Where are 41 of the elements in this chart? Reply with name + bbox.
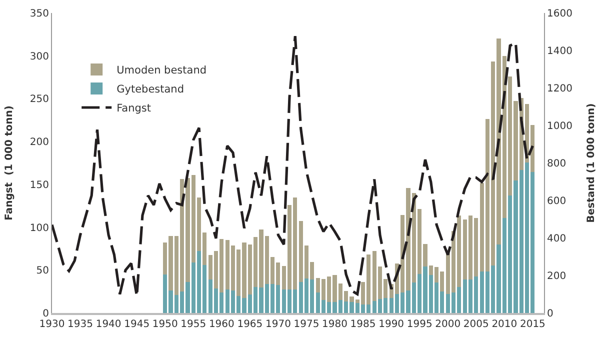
y2-axis-title: Bestand (1 000 tonn)	[586, 103, 597, 223]
line-series	[52, 34, 534, 298]
y-axis-title: Fangst (1 000 tonn)	[4, 106, 15, 220]
x-tick-label: 1990	[378, 319, 404, 330]
y2-tick-label: 0	[547, 308, 554, 320]
legend-label: Gytebestand	[116, 84, 184, 96]
x-tick-label: 1940	[96, 319, 122, 330]
x-tick-label: 1930	[39, 319, 65, 330]
y2-tick-label: 400	[547, 234, 566, 244]
x-tick-label: 2000	[435, 319, 461, 330]
legend-label: Umoden bestand	[116, 64, 207, 77]
x-tick-label: 1960	[208, 319, 234, 330]
x-tick-label: 1950	[152, 319, 178, 330]
y-tick-label: 50	[36, 266, 49, 277]
x-tick-label: 2005	[463, 319, 489, 330]
y2-tick-label: 1200	[547, 84, 572, 94]
y-tick-label: 350	[30, 8, 49, 20]
x-tick-label: 1975	[294, 319, 320, 330]
y2-tick-label: 1400	[547, 46, 572, 57]
legend-label: Fangst	[116, 102, 152, 115]
x-tick-label: 1970	[265, 319, 291, 330]
x-tick-label: 1965	[237, 319, 263, 330]
x-tick-label: 1945	[124, 319, 150, 330]
y2-tick-label: 600	[547, 196, 566, 207]
x-tick-label: 1955	[180, 319, 206, 330]
y2-tick-label: 800	[547, 158, 566, 170]
x-tick-label: 2010	[492, 319, 518, 330]
x-tick-label: 2015	[520, 319, 546, 330]
x-tick-label: 1980	[322, 319, 348, 330]
y2-tick-label: 200	[547, 271, 566, 282]
y2-tick-label: 1000	[547, 121, 572, 132]
y-tick-label: 100	[30, 222, 49, 234]
y-tick-label: 300	[30, 51, 49, 62]
y-tick-label: 250	[30, 94, 49, 106]
y-tick-label: 200	[30, 137, 49, 148]
y-tick-label: 0	[42, 308, 49, 320]
y2-tick-label: 1600	[547, 8, 572, 20]
x-tick-label: 1935	[68, 319, 94, 330]
x-tick-label: 1995	[406, 319, 432, 330]
x-tick-label: 1985	[350, 319, 376, 330]
y-tick-label: 150	[30, 180, 49, 191]
